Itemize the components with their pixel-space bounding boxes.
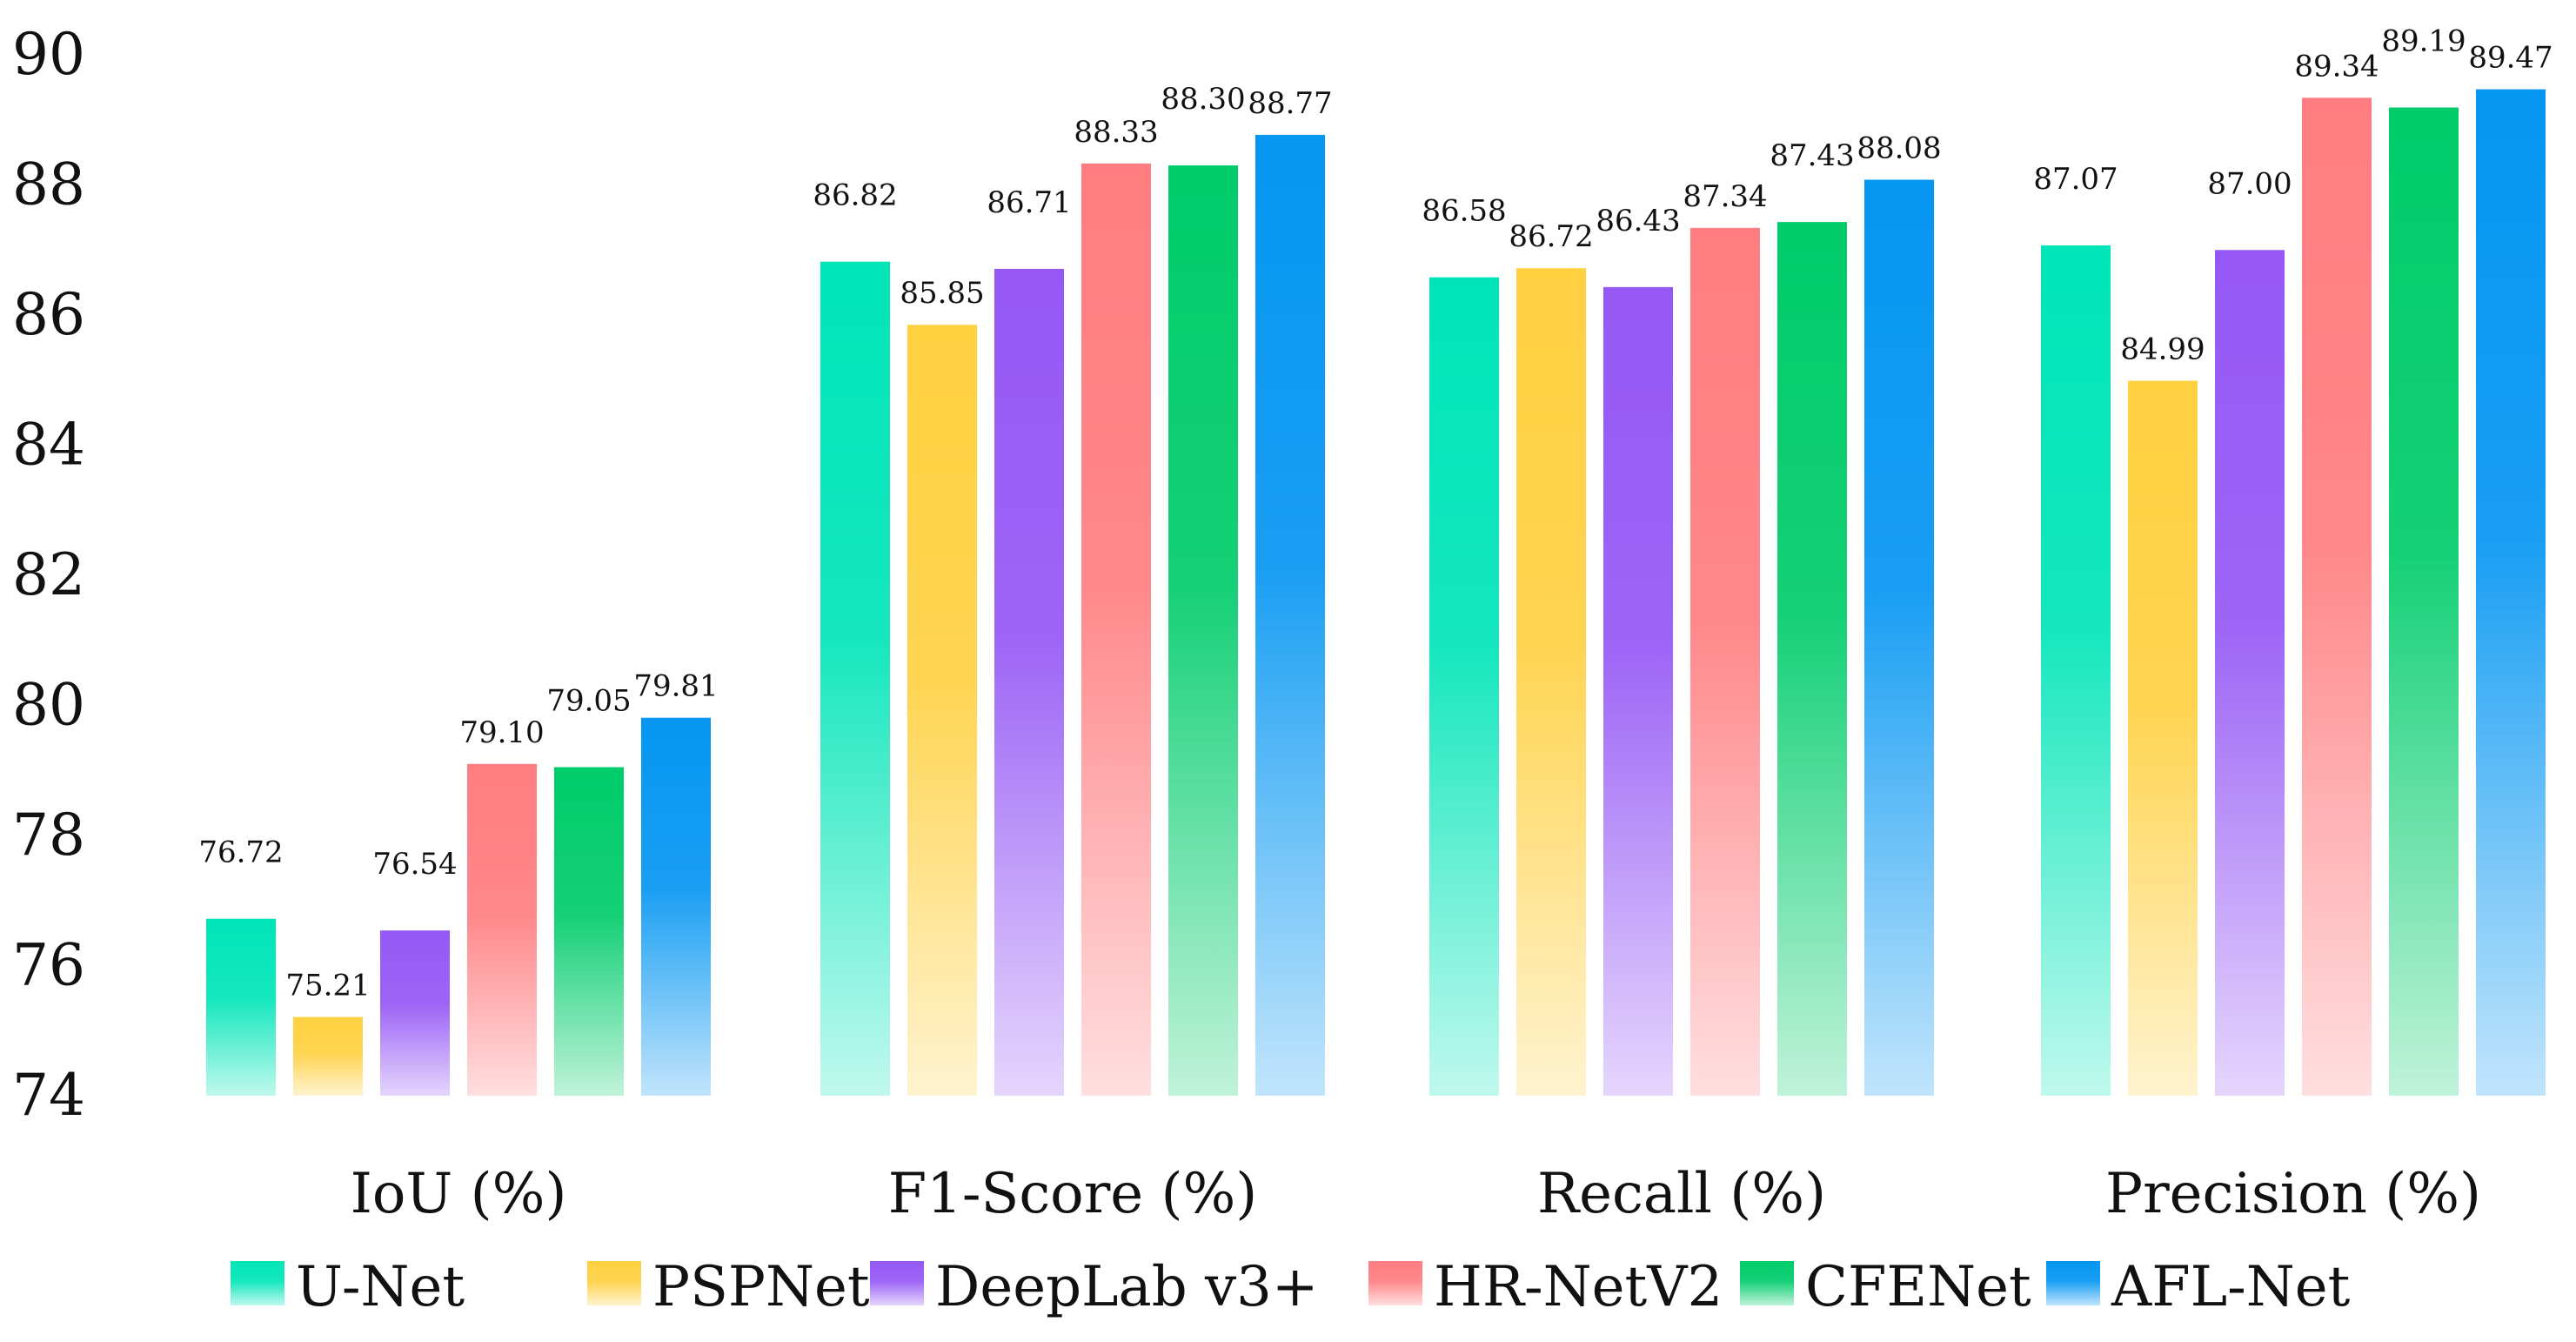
bar-pspnet-0 (293, 1017, 363, 1096)
category-labels: IoU (%) F1-Score (%) Recall (%) Precision (… (351, 1162, 2481, 1226)
data-label: 88.33 (1074, 115, 1158, 150)
legend-label: U-Net (296, 1255, 465, 1319)
bar-deeplab-v3--1 (994, 268, 1064, 1096)
y-tick-label: 86 (12, 281, 85, 348)
bar-deeplab-v3--0 (380, 930, 450, 1096)
y-tick-label: 76 (12, 932, 85, 999)
category-label: Precision (%) (2105, 1162, 2481, 1226)
legend-label: PSPNet (652, 1255, 870, 1319)
legend-swatch (231, 1261, 284, 1305)
bar-afl-net-1 (1255, 134, 1325, 1096)
y-tick-label: 88 (12, 151, 85, 218)
bar-deeplab-v3--3 (2215, 250, 2285, 1096)
legend-swatch (587, 1261, 641, 1305)
data-label: 87.34 (1683, 179, 1767, 214)
bar-pspnet-2 (1516, 268, 1586, 1096)
legend-label: CFENet (1805, 1255, 2031, 1319)
data-label: 86.58 (1422, 194, 1506, 229)
bar-afl-net-0 (641, 717, 711, 1096)
legend-label: DeepLab v3+ (935, 1255, 1319, 1319)
y-tick-label: 84 (12, 412, 85, 479)
data-label: 79.05 (546, 684, 631, 719)
data-label: 84.99 (2120, 332, 2205, 366)
data-label: 87.00 (2207, 166, 2292, 201)
data-label: 88.77 (1248, 86, 1332, 121)
data-label: 87.07 (2033, 162, 2118, 197)
legend: U-Net PSPNet DeepLab v3+ HR-NetV2 CFENet AFL-… (231, 1255, 2351, 1319)
bar-cfenet-2 (1777, 222, 1847, 1097)
data-label: 88.30 (1161, 82, 1245, 117)
category-label: F1-Score (%) (888, 1162, 1258, 1226)
bar-hr-netv2-3 (2302, 97, 2372, 1097)
data-label: 76.54 (372, 847, 457, 882)
y-axis-tick-labels: 74 76 78 80 82 84 86 88 90 (12, 21, 85, 1129)
bar-pspnet-1 (907, 325, 977, 1096)
data-label: 86.82 (813, 178, 897, 213)
data-label: 86.72 (1509, 219, 1593, 254)
bar-hr-netv2-1 (1081, 163, 1151, 1096)
data-label: 79.10 (459, 715, 544, 750)
data-label: 75.21 (285, 969, 370, 1003)
legend-swatch (1368, 1261, 1422, 1305)
bar-cfenet-1 (1168, 165, 1238, 1097)
legend-swatch (870, 1261, 924, 1305)
y-tick-label: 78 (12, 802, 85, 869)
y-tick-label: 74 (12, 1062, 85, 1129)
data-label: 86.43 (1596, 204, 1680, 238)
bars (206, 89, 2546, 1097)
data-label: 87.43 (1770, 138, 1854, 173)
data-label: 88.08 (1857, 131, 1941, 166)
data-label: 86.71 (987, 185, 1071, 220)
category-label: Recall (%) (1537, 1162, 1826, 1226)
bar-u-net-1 (820, 261, 890, 1097)
bar-u-net-0 (206, 918, 276, 1096)
bar-cfenet-0 (554, 767, 624, 1096)
bar-hr-netv2-2 (1690, 227, 1760, 1097)
bar-deeplab-v3--2 (1603, 286, 1673, 1096)
bar-u-net-3 (2041, 245, 2111, 1097)
category-label: IoU (%) (351, 1162, 567, 1226)
data-label: 85.85 (900, 276, 984, 311)
legend-label: HR-NetV2 (1434, 1255, 1723, 1319)
y-tick-label: 82 (12, 541, 85, 608)
bar-afl-net-2 (1864, 179, 1934, 1096)
bar-cfenet-3 (2389, 107, 2459, 1097)
bar-u-net-2 (1429, 277, 1499, 1096)
data-label: 89.19 (2381, 24, 2466, 59)
data-label: 76.72 (198, 835, 283, 870)
legend-swatch (1740, 1261, 1794, 1305)
bar-pspnet-3 (2128, 380, 2198, 1096)
legend-label: AFL-Net (2111, 1255, 2351, 1319)
data-label: 89.47 (2468, 41, 2553, 76)
y-tick-label: 80 (12, 672, 85, 739)
bar-hr-netv2-0 (467, 763, 537, 1096)
data-label: 79.81 (633, 669, 718, 704)
data-label: 89.34 (2294, 49, 2379, 84)
legend-swatch (2046, 1261, 2100, 1305)
bar-afl-net-3 (2476, 89, 2546, 1096)
y-tick-label: 90 (12, 21, 85, 88)
